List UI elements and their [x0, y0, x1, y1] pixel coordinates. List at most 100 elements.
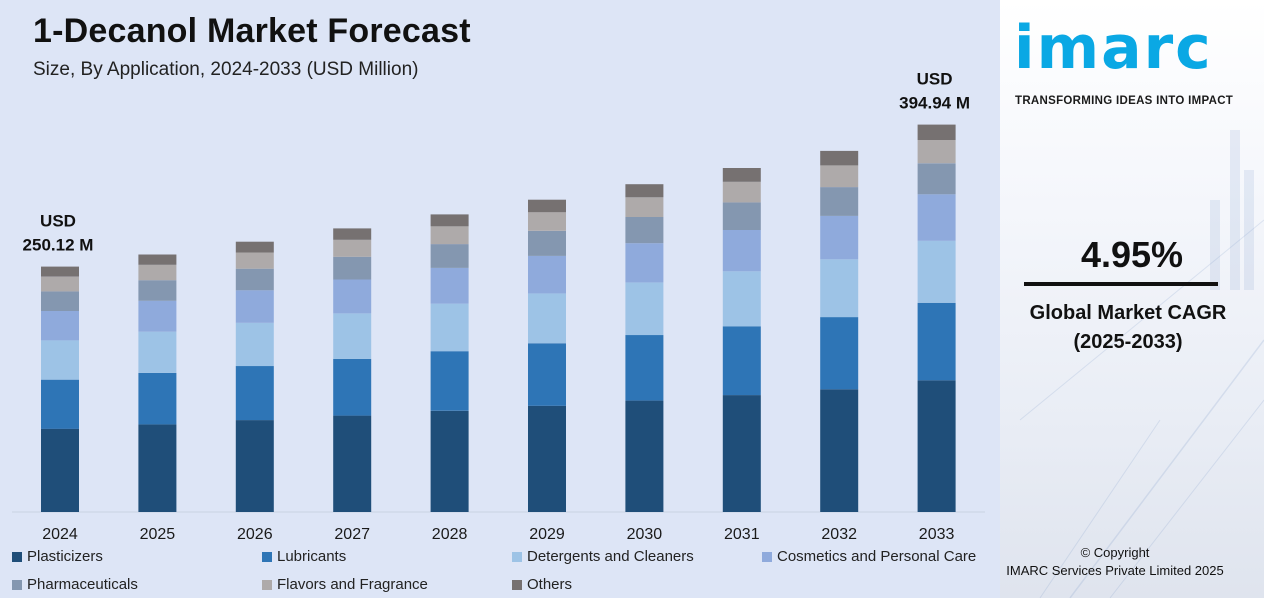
bar-segment-2028-7 — [430, 214, 469, 227]
bar-segment-2025-4 — [138, 300, 177, 332]
copyright-line1: © Copyright — [1080, 545, 1150, 560]
bar-segment-2033-6 — [917, 140, 956, 164]
copyright-line2: IMARC Services Private Limited 2025 — [1006, 563, 1224, 578]
bar-segment-2030-7 — [625, 184, 664, 198]
bar-segment-2030-3 — [625, 282, 664, 336]
legend-swatch — [262, 579, 272, 590]
chart-panel: 2024 2025 2026 2027 2028 2029 2030 2031 2032 2033… — [12, 12, 1002, 598]
bar-segment-2031-2 — [722, 326, 761, 396]
bar-segment-2025-1 — [138, 424, 177, 512]
imarc-logo: imarc — [1014, 8, 1254, 88]
bar-segment-2027-3 — [333, 313, 372, 359]
chart-subtitle: Size, By Application, 2024-2033 (USD Mil… — [33, 59, 419, 80]
cagr-label-line2: (2025-2033) — [1073, 331, 1183, 353]
bar-segment-2029-3 — [528, 293, 566, 344]
bar-segment-2030-5 — [625, 217, 664, 244]
x-tick-label: 2026 — [237, 526, 273, 543]
annotation-value: 250.12 M — [23, 236, 94, 255]
bar-segment-2032-7 — [820, 150, 859, 166]
bar-segment-2026-2 — [235, 366, 274, 421]
bar-segment-2026-1 — [235, 420, 274, 512]
bar-segment-2033-3 — [917, 240, 956, 303]
bar-segment-2028-3 — [430, 303, 469, 352]
bar-segment-2024-1 — [41, 428, 79, 512]
legend-swatch — [12, 551, 22, 562]
x-tick-label: 2028 — [432, 526, 468, 543]
bar-segment-2024-3 — [41, 340, 79, 380]
legend-item: Cosmetics and Personal Care — [762, 548, 976, 565]
bar-segment-2028-4 — [430, 267, 469, 304]
bar-segment-2031-6 — [722, 181, 761, 203]
bar-segment-2032-1 — [820, 389, 859, 512]
legend-swatch — [262, 551, 272, 562]
bar-segment-2032-5 — [820, 187, 859, 216]
legend-label: Detergents and Cleaners — [527, 548, 694, 565]
bar-segment-2029-4 — [528, 255, 566, 294]
bar-segment-2025-7 — [138, 254, 177, 265]
bar-segment-2029-1 — [528, 405, 566, 512]
bar-segment-2026-7 — [235, 241, 274, 253]
bar-segment-2029-7 — [528, 199, 566, 213]
x-tick-label: 2030 — [627, 526, 663, 543]
bar-segment-2028-1 — [430, 410, 469, 512]
bar-segment-2029-5 — [528, 230, 566, 256]
cagr-divider — [1024, 282, 1218, 286]
x-tick-label: 2033 — [919, 526, 955, 543]
bar-segment-2025-3 — [138, 331, 177, 373]
bar-segment-2030-2 — [625, 335, 664, 401]
bar-segment-2027-2 — [333, 358, 372, 416]
cagr-label-line1: Global Market CAGR — [1029, 302, 1227, 324]
bar-segment-2025-6 — [138, 264, 177, 281]
bar-segment-2033-1 — [917, 380, 956, 512]
legend-item: Plasticizers — [12, 548, 103, 565]
bar-segment-2026-6 — [235, 252, 274, 269]
bar-segment-2028-5 — [430, 244, 469, 268]
chart-legend: Plasticizers Lubricants Detergents and Cle… — [12, 548, 1002, 598]
bar-segment-2024-2 — [41, 379, 79, 429]
bar-segment-2033-7 — [917, 124, 956, 140]
legend-swatch — [762, 551, 772, 562]
bar-segment-2033-2 — [917, 302, 956, 381]
legend-label: Pharmaceuticals — [27, 576, 138, 593]
bar-segment-2027-7 — [333, 228, 372, 240]
bar-segment-2032-6 — [820, 165, 859, 188]
bar-segment-2027-4 — [333, 279, 372, 314]
bar-segment-2029-2 — [528, 343, 566, 406]
x-tick-label: 2029 — [529, 526, 565, 543]
x-tick-label: 2032 — [821, 526, 857, 543]
background-chart-decoration — [1019, 130, 1264, 598]
annotation-currency: USD — [917, 70, 953, 89]
legend-item: Flavors and Fragrance — [262, 576, 428, 593]
legend-label: Flavors and Fragrance — [277, 576, 428, 593]
bar-segment-2029-6 — [528, 212, 566, 231]
legend-label: Lubricants — [277, 548, 347, 565]
bar-segment-2032-2 — [820, 317, 859, 390]
copyright: © Copyright IMARC Services Private Limit… — [1000, 544, 1230, 580]
x-tick-label: 2027 — [334, 526, 370, 543]
legend-item: Lubricants — [262, 548, 346, 565]
stacked-bar-chart: 2024 2025 2026 2027 2028 2029 2030 2031 2032 2033… — [12, 70, 985, 543]
bar-segment-2033-5 — [917, 163, 956, 195]
bar-segment-2026-5 — [235, 268, 274, 291]
bar-segment-2033-4 — [917, 194, 956, 241]
bar-segment-2028-2 — [430, 351, 469, 411]
legend-swatch — [12, 579, 22, 590]
x-tick-label: 2031 — [724, 526, 760, 543]
bar-segment-2024-5 — [41, 291, 79, 311]
bar-segment-2031-1 — [722, 395, 761, 512]
bar-segment-2026-3 — [235, 322, 274, 367]
bar-segment-2030-4 — [625, 243, 664, 283]
brand-tagline: TRANSFORMING IDEAS INTO IMPACT — [1015, 95, 1234, 107]
bar-segment-2030-6 — [625, 197, 664, 217]
logo-text: imarc — [1014, 13, 1213, 83]
annotation-currency: USD — [40, 212, 76, 231]
x-tick-label: 2025 — [140, 526, 176, 543]
bar-segment-2025-2 — [138, 372, 177, 425]
bar-segment-2027-5 — [333, 256, 372, 280]
legend-label: Plasticizers — [27, 548, 103, 565]
bar-segment-2031-4 — [722, 230, 761, 272]
bar-segment-2025-5 — [138, 280, 177, 301]
bar-segment-2027-6 — [333, 239, 372, 257]
bar-segment-2026-4 — [235, 290, 274, 323]
legend-item: Detergents and Cleaners — [512, 548, 694, 565]
